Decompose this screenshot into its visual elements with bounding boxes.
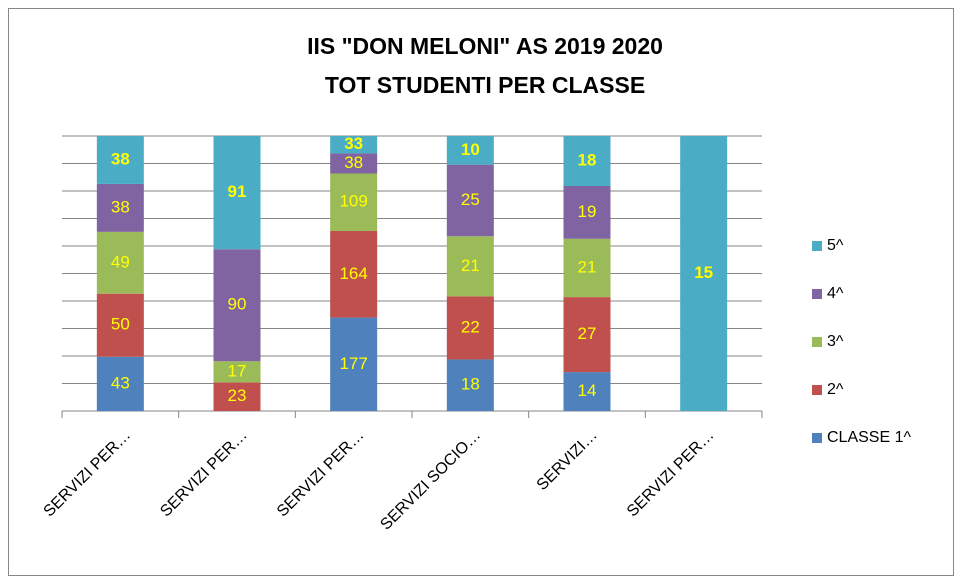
data-label: 19 <box>578 202 597 221</box>
legend-label: 2^ <box>827 381 844 398</box>
data-label: 18 <box>578 150 597 169</box>
data-label: 27 <box>578 324 597 343</box>
bar-segment <box>446 296 494 360</box>
legend-label: 4^ <box>827 285 844 302</box>
bar-segment <box>330 231 378 318</box>
legend-swatch <box>812 289 822 299</box>
data-label: 38 <box>344 153 363 172</box>
data-label: 177 <box>339 354 367 373</box>
bar-segment <box>563 372 611 411</box>
bar-segment <box>96 136 144 184</box>
legend-swatch <box>812 337 822 347</box>
data-label: 21 <box>461 256 480 275</box>
bar-segment <box>213 249 261 362</box>
bar-segment <box>330 153 378 174</box>
data-label: 50 <box>111 315 130 334</box>
bar-segment <box>446 359 494 411</box>
bar-segment <box>446 236 494 297</box>
bar-segment <box>213 136 261 250</box>
data-label: 91 <box>228 182 247 201</box>
bar-segment <box>330 317 378 411</box>
data-label: 164 <box>339 264 367 283</box>
data-label: 21 <box>578 257 597 276</box>
data-label: 22 <box>461 317 480 336</box>
bar-segment <box>96 356 144 411</box>
data-label: 18 <box>461 375 480 394</box>
legend-label: 3^ <box>827 333 844 350</box>
legend-swatch <box>812 433 822 443</box>
data-label: 10 <box>461 140 480 159</box>
bar-segment <box>563 238 611 298</box>
bar-segment <box>213 361 261 383</box>
data-label: 17 <box>228 361 247 380</box>
bar-segment <box>446 164 494 237</box>
data-label: 109 <box>339 192 367 211</box>
data-label: 49 <box>111 252 130 271</box>
bar-segment <box>330 136 378 154</box>
bar-segment <box>563 136 611 186</box>
bar-segment <box>96 293 144 357</box>
legend-label: CLASSE 1^ <box>827 429 911 446</box>
legend-swatch <box>812 241 822 251</box>
chart-title: IIS "DON MELONI" AS 2019 2020 <box>307 33 663 59</box>
bar-segment <box>330 173 378 232</box>
data-label: 38 <box>111 149 130 168</box>
bar-segment <box>563 186 611 239</box>
bar-segment <box>96 183 144 232</box>
data-label: 90 <box>228 295 247 314</box>
bar-segment <box>446 136 494 165</box>
legend-label: 5^ <box>827 237 844 254</box>
data-label: 25 <box>461 190 480 209</box>
data-label: 23 <box>228 386 247 405</box>
bar-segment <box>213 382 261 411</box>
data-label: 14 <box>578 381 597 400</box>
chart-title: TOT STUDENTI PER CLASSE <box>325 72 645 98</box>
bar-segment <box>563 297 611 373</box>
data-label: 43 <box>111 373 130 392</box>
data-label: 15 <box>694 263 713 282</box>
bar-segment <box>96 231 144 294</box>
legend-swatch <box>812 385 822 395</box>
bar-segment <box>680 136 728 411</box>
data-label: 38 <box>111 197 130 216</box>
data-label: 33 <box>344 134 363 153</box>
